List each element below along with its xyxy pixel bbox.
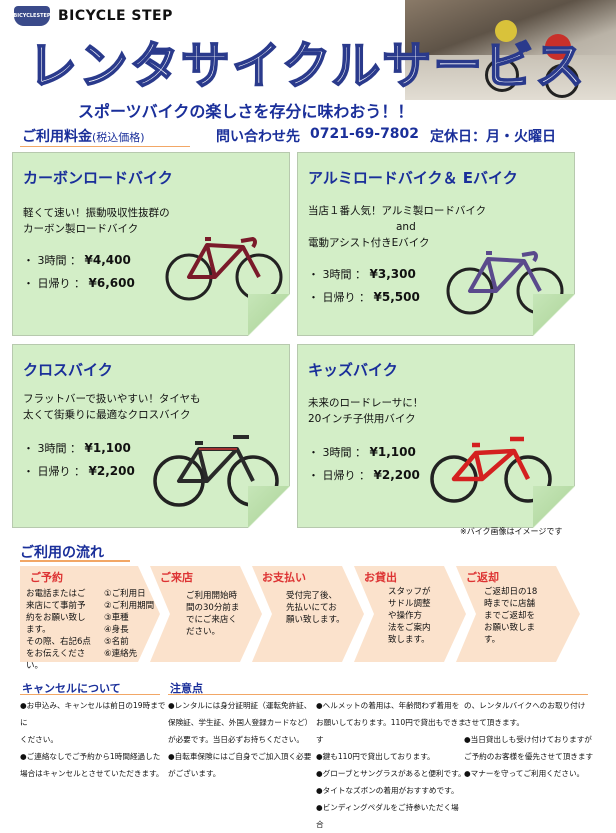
flow-step-lending: お貸出 スタッフが サドル調整 や操作方 法をご案内 致します。 <box>354 566 466 662</box>
card-desc: 未来のロードレーサに！ 20インチ子供用バイク <box>308 397 424 425</box>
step-body: お電話またはご 来店にて事前予 約をお願い致し ます。 その際、右記6点 をお伝えください… <box>26 589 91 671</box>
flow-step-reserve: ご予約 お電話またはご 来店にて事前予 約をお願い致し ます。 その際、右記6点 をお伝え… <box>20 566 160 671</box>
step-body: ご返却日の18 時までに店舗 までご返却を お願い致しま す。 <box>484 587 538 645</box>
hero-photo <box>405 0 616 100</box>
price-day: ・ 日帰り ： ¥2,200 <box>308 468 420 482</box>
price-3h: ・ 3時間 ： ¥1,100 <box>23 441 131 455</box>
notes-col-3: の、レンタルバイクへのお取り付け させて頂きます。 ●当日貸出しも受け付けております… <box>464 701 594 778</box>
holiday-info: 定休日：月・火曜日 <box>430 129 556 145</box>
notes-title: 注意点 <box>170 682 203 695</box>
card-title: キッズバイク <box>308 361 398 379</box>
card-title: アルミロードバイク＆ Eバイク <box>308 169 518 187</box>
step-title: ご予約 <box>30 571 63 584</box>
contact-label: 問い合わせ先 <box>216 129 300 145</box>
price-day: ・ 日帰り ： ¥5,500 <box>308 290 420 304</box>
card-title: カーボンロードバイク <box>23 169 173 187</box>
price-label: ご利用料金(税込価格) <box>22 129 145 145</box>
card-title: クロスバイク <box>23 361 113 379</box>
step-list: ①ご利用日 ②ご利用期間 ③車種 ④身長 ⑤名前 ⑥連絡先 <box>104 589 155 659</box>
card-alu-road-ebike[interactable]: アルミロードバイク＆ Eバイク 当店１番人気！アルミ製ロードバイク and 電動アシ… <box>297 152 575 336</box>
cross-bike-image <box>153 435 279 507</box>
step-title: お支払い <box>262 571 306 584</box>
brand-logo: BICYCLESTEP <box>13 6 51 26</box>
info-row: ご利用料金(税込価格) 問い合わせ先 0721-69-7802 定休日：月・火曜… <box>20 126 596 148</box>
flow-title: ご利用の流れ <box>20 545 104 561</box>
price-3h: ・ 3時間 ： ¥4,400 <box>23 253 131 267</box>
card-kids-bike[interactable]: キッズバイク 未来のロードレーサに！ 20インチ子供用バイク ・ 3時間 ： ¥1… <box>297 344 575 528</box>
carbon-road-bike-image <box>165 237 283 301</box>
page-subtitle: スポーツバイクの楽しさを存分に味わおう！！ <box>78 102 414 121</box>
phone-number[interactable]: 0721-69-7802 <box>310 126 420 142</box>
page-title: レンタサイクルサービス <box>27 36 587 96</box>
notes-col-2: ●ヘルメットの着用は、年齢問わず着用を お願いしております。110円で貸出もできま… <box>316 701 466 829</box>
price-3h: ・ 3時間 ： ¥1,100 <box>308 445 416 459</box>
price-list: ・ 3時間 ： ¥1,100 ・ 日帰り ： ¥2,200 <box>23 437 135 483</box>
step-title: ご来店 <box>160 571 193 584</box>
card-desc: 当店１番人気！アルミ製ロードバイク and 電動アシスト付きEバイク <box>308 205 487 249</box>
price-list: ・ 3時間 ： ¥3,300 ・ 日帰り ： ¥5,500 <box>308 263 420 309</box>
step-body: スタッフが サドル調整 や操作方 法をご案内 致します。 <box>388 587 431 645</box>
price-day: ・ 日帰り ： ¥6,600 <box>23 276 135 290</box>
alu-road-bike-image <box>446 251 564 315</box>
cancel-text: ●お申込み、キャンセルは前日の19時までに ください。 ●ご連絡なしでご予約から1時… <box>20 701 166 778</box>
price-3h: ・ 3時間 ： ¥3,300 <box>308 267 416 281</box>
kids-bike-image <box>430 436 552 503</box>
card-cross-bike[interactable]: クロスバイク フラットバーで扱いやすい！タイヤも 太くて街乗りに最適なクロスバイク… <box>12 344 290 528</box>
card-desc: フラットバーで扱いやすい！タイヤも 太くて街乗りに最適なクロスバイク <box>23 393 201 421</box>
brand: BICYCLESTEP BICYCLE STEP <box>13 6 173 26</box>
step-title: ご返却 <box>466 571 499 584</box>
step-title: お貸出 <box>364 571 397 584</box>
card-desc: 軽くて速い！振動吸収性抜群の カーボン製ロードバイク <box>23 207 170 235</box>
flow-step-payment: お支払い 受付完了後、 先払いにてお 願い致します。 <box>252 566 364 662</box>
brand-name: BICYCLE STEP <box>58 8 173 24</box>
step-body: ご利用開始時 間の30分前ま でにご来店く ださい。 <box>186 591 240 637</box>
flow-step-return: ご返却 ご返却日の18 時までに店舗 までご返却を お願い致しま す。 <box>456 566 580 662</box>
price-list: ・ 3時間 ： ¥4,400 ・ 日帰り ： ¥6,600 <box>23 249 135 295</box>
image-note: ※バイク画像はイメージです <box>460 527 563 536</box>
price-list: ・ 3時間 ： ¥1,100 ・ 日帰り ： ¥2,200 <box>308 441 420 487</box>
card-carbon-road[interactable]: カーボンロードバイク 軽くて速い！振動吸収性抜群の カーボン製ロードバイク ・ 3… <box>12 152 290 336</box>
price-note: (税込価格) <box>92 131 145 144</box>
step-body: 受付完了後、 先払いにてお 願い致します。 <box>286 591 345 625</box>
notes-col-1: ●レンタルには身分証明証（運転免許証、 保険証、学生証、外国人登録カードなど） が必… <box>168 701 313 778</box>
price-day: ・ 日帰り ： ¥2,200 <box>23 464 135 478</box>
cancel-title: キャンセルについて <box>22 682 121 695</box>
flow-step-visit: ご来店 ご利用開始時 間の30分前ま でにご来店く ださい。 <box>150 566 262 662</box>
